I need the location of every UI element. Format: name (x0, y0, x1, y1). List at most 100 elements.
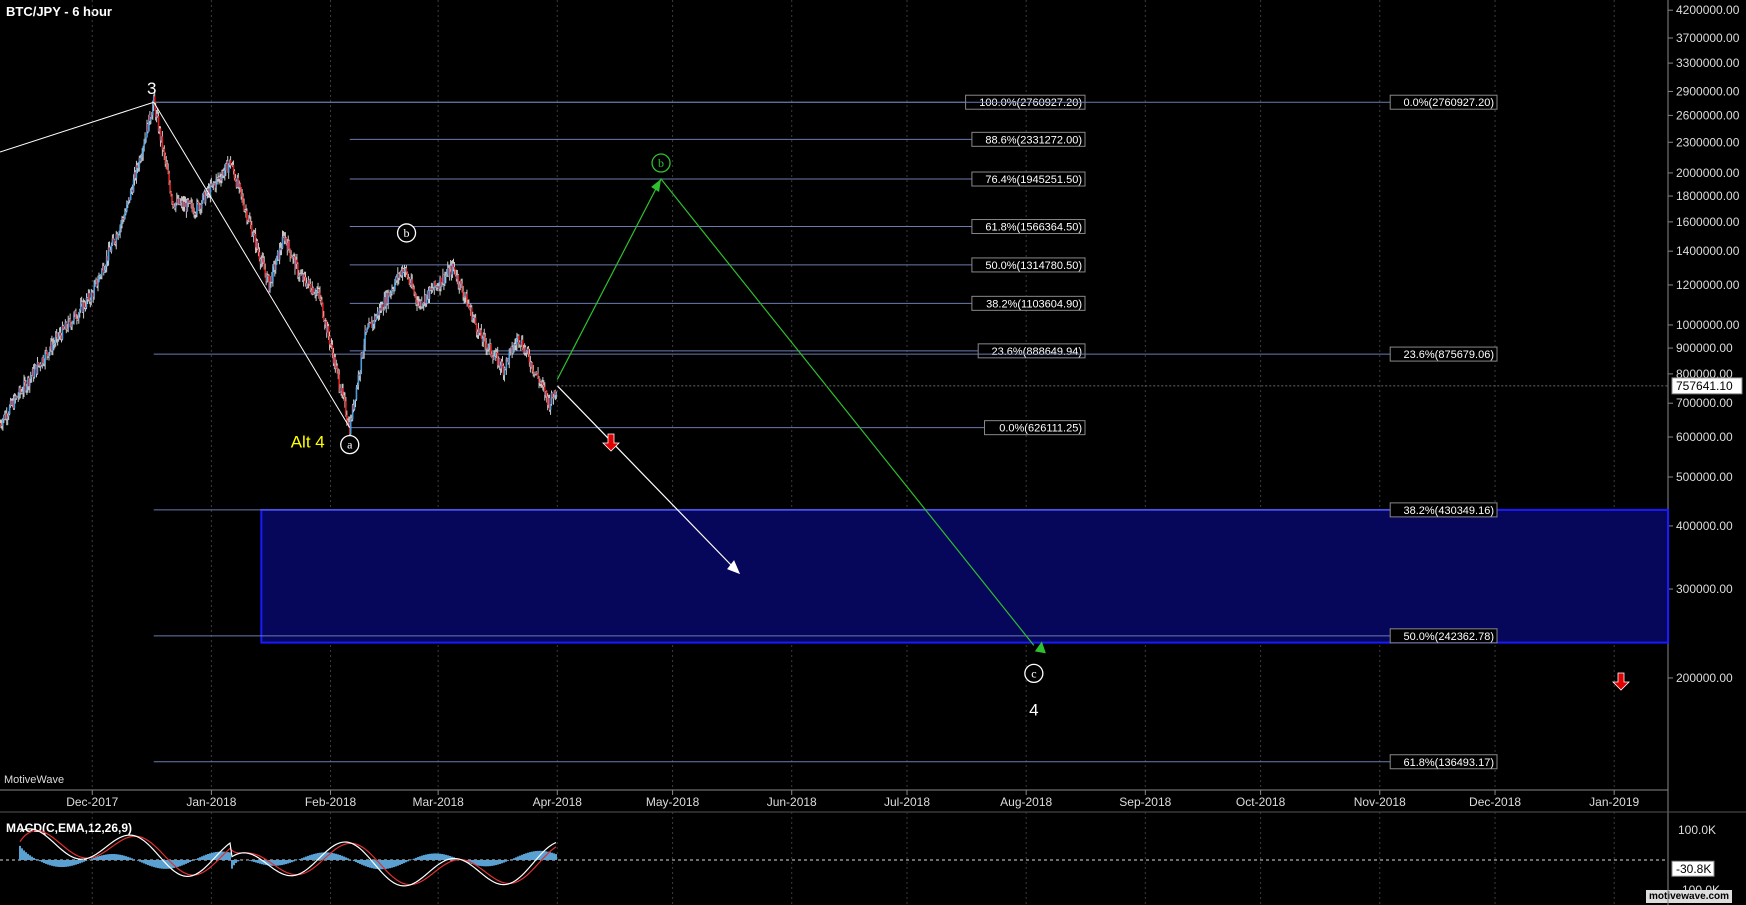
candle-body (38, 364, 41, 366)
candle-body (399, 271, 402, 275)
candle-body (293, 256, 295, 258)
candle-body (327, 326, 330, 337)
candle-body (533, 371, 536, 375)
candle-body (196, 202, 198, 214)
candle-body (40, 365, 43, 367)
candle-body (381, 304, 384, 311)
candle-body (277, 251, 280, 260)
candle-body (451, 263, 454, 275)
candle-body (431, 288, 434, 290)
candle-body (110, 244, 113, 252)
candle-body (64, 322, 67, 330)
fib-label-box (1389, 502, 1498, 518)
candle-body (531, 362, 534, 371)
candle-body (223, 170, 225, 176)
candle-body (432, 289, 435, 291)
price-tick-label: 300000.00 (1676, 582, 1733, 596)
candle-body (250, 224, 253, 237)
candle-body (11, 400, 14, 405)
candle-body (264, 269, 266, 274)
price-tick-label: 600000.00 (1676, 430, 1733, 444)
candle-body (380, 304, 383, 311)
candle-body (476, 331, 479, 336)
price-tick-label: 3700000.00 (1676, 31, 1740, 45)
candle-body (239, 183, 242, 188)
candle-body (225, 161, 228, 164)
candle-body (55, 333, 58, 337)
candle-body (398, 274, 401, 278)
candle-body (334, 357, 337, 369)
candle-body (153, 96, 156, 106)
candle-body (102, 266, 104, 270)
candle-body (391, 289, 393, 293)
candle-body (473, 317, 476, 319)
candle-body (5, 413, 8, 419)
price-tick-label: 500000.00 (1676, 470, 1733, 484)
candle-body (136, 165, 139, 168)
candle-body (549, 404, 552, 410)
price-tick-label: 900000.00 (1676, 341, 1733, 355)
candle-body (379, 307, 382, 311)
candle-body (508, 352, 511, 363)
candle-body (104, 266, 107, 270)
fib-label-left: 23.6%(888649.94) (991, 346, 1082, 358)
candle-body (509, 349, 512, 353)
candle-body (506, 358, 509, 360)
candle-body (237, 177, 240, 188)
candle-body (349, 418, 352, 435)
fib-label-left: 100.0%(2760927.20) (979, 97, 1082, 109)
candle-body (288, 240, 291, 249)
candle-body (372, 321, 374, 328)
price-tick-label: 1200000.00 (1676, 278, 1740, 292)
candle-body (396, 277, 398, 281)
candle-body (203, 192, 206, 203)
candle-body (113, 239, 116, 243)
candle-body (30, 375, 33, 378)
candle-body (234, 178, 237, 181)
candle-body (408, 278, 411, 283)
candle-body (524, 347, 527, 353)
candle-body (342, 388, 344, 396)
candle-body (338, 374, 340, 389)
candle-body (77, 318, 79, 320)
candle-body (369, 323, 371, 325)
candle-body (385, 292, 388, 307)
candle-body (481, 338, 484, 342)
candle-body (339, 388, 341, 393)
candle-body (372, 321, 375, 324)
candle-body (478, 328, 481, 333)
candle-body (248, 218, 250, 221)
candle-body (536, 373, 538, 375)
candle-body (13, 396, 16, 409)
candle-body (454, 269, 457, 276)
candle-body (475, 324, 478, 332)
candle-body (322, 303, 324, 317)
candle-body (456, 275, 459, 280)
price-tick-label: 3300000.00 (1676, 56, 1740, 70)
candle-body (320, 298, 322, 301)
candle-body (49, 348, 51, 353)
candle-body (526, 348, 529, 351)
candle-body (541, 382, 543, 384)
candle-body (479, 329, 482, 333)
candle-body (58, 332, 61, 337)
candle-body (146, 124, 148, 138)
candle-body (267, 275, 269, 277)
candle-body (228, 160, 231, 166)
candle-body (224, 163, 227, 171)
candle-body (4, 413, 7, 420)
candle-body (219, 176, 221, 180)
candle-body (452, 263, 455, 267)
candle-body (16, 396, 19, 398)
candle-body (497, 358, 500, 366)
candle-body (333, 357, 336, 364)
candle-body (41, 357, 44, 366)
candle-body (95, 279, 97, 283)
candle-body (232, 164, 235, 171)
candle-body (441, 282, 443, 287)
candle-body (365, 329, 367, 332)
candle-body (360, 352, 363, 371)
candle-body (67, 319, 70, 330)
candle-body (538, 378, 540, 383)
